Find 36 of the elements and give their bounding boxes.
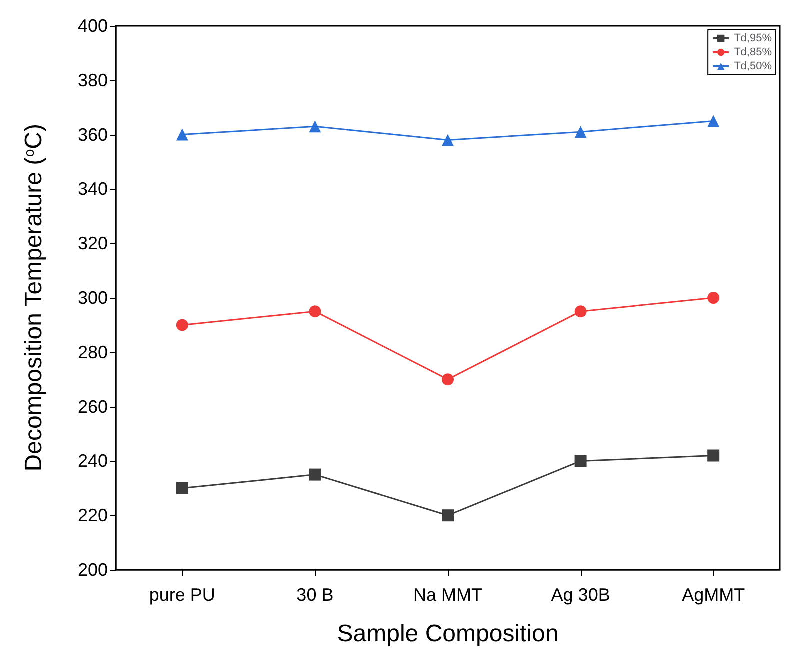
x-tick-label: AgMMT (682, 585, 746, 605)
point (708, 450, 720, 462)
x-axis-title: Sample Composition (337, 620, 559, 648)
point (442, 374, 454, 386)
y-tick-label: 320 (78, 234, 108, 254)
x-tick-label: Ag 30B (551, 585, 610, 605)
legend-label: Td,85% (734, 46, 772, 58)
point (574, 306, 587, 318)
y-tick-label: 240 (78, 451, 108, 472)
point (176, 319, 188, 332)
y-tick-label: 280 (78, 342, 108, 362)
y-tick-label: 220 (78, 506, 108, 526)
point (442, 510, 454, 522)
point (309, 306, 322, 318)
point (176, 482, 188, 494)
point (176, 128, 188, 141)
legend-label: Td,95% (734, 32, 772, 44)
point (309, 468, 322, 481)
y-axis-title: Decomposition Temperature (oC) (20, 124, 48, 472)
y-tick-label: 400 (78, 16, 108, 36)
y-tick-label: 300 (78, 288, 108, 308)
y-tick-label: 380 (78, 70, 108, 90)
y-tick-label: 200 (78, 560, 108, 580)
legend-label: Td,50% (734, 60, 772, 72)
y-tick-label: 260 (78, 396, 108, 417)
point (309, 120, 322, 133)
y-tick-label: 360 (78, 124, 108, 145)
point (574, 455, 587, 468)
x-tick-label: pure PU (149, 585, 216, 605)
point (574, 126, 587, 138)
x-tick-label: 30 B (296, 585, 334, 605)
point (708, 292, 720, 304)
y-tick-label: 340 (78, 179, 108, 200)
point (442, 134, 454, 146)
point (708, 115, 720, 128)
x-tick-label: Na MMT (414, 585, 482, 605)
